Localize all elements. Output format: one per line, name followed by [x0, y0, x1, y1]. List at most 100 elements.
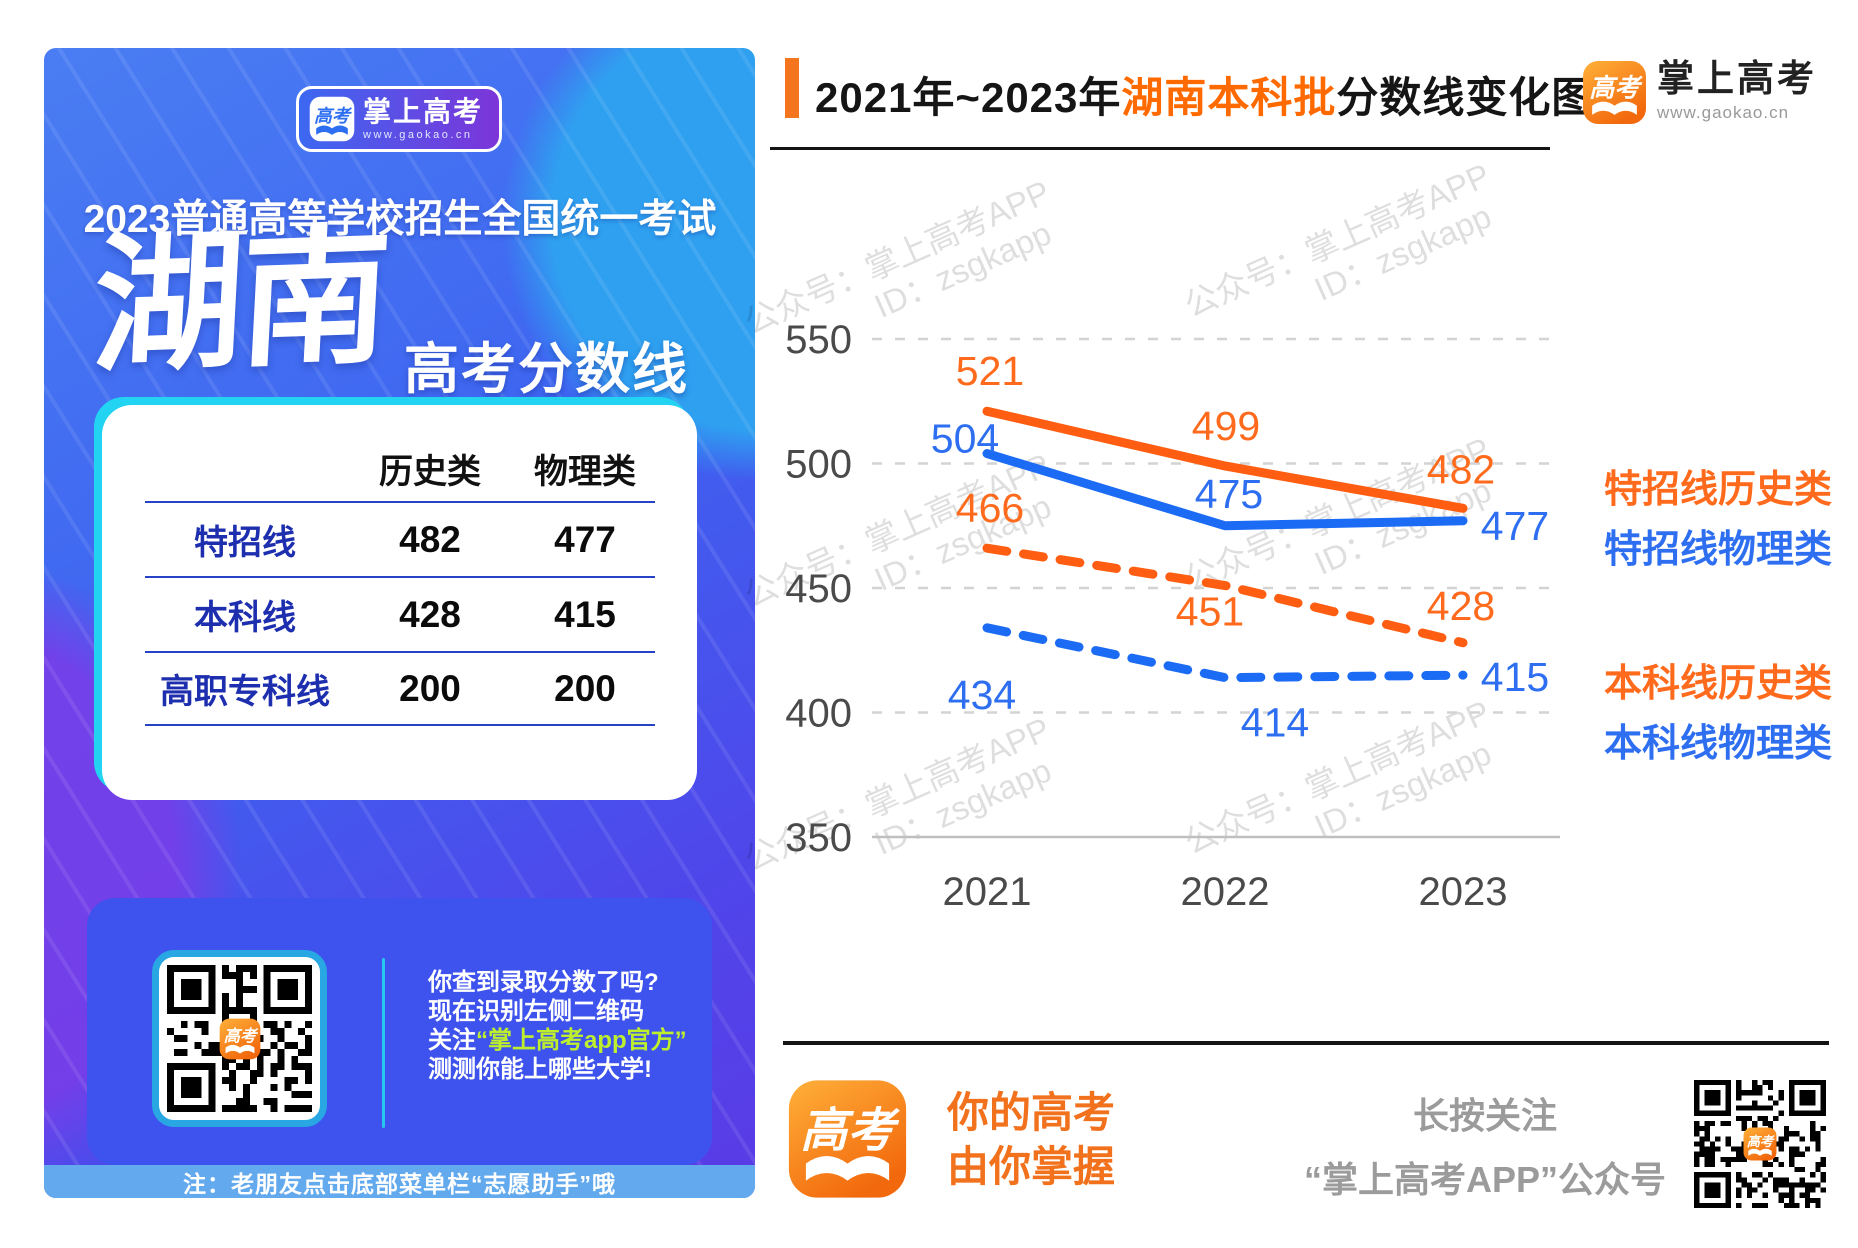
- svg-text:公众号：掌上高考APP: 公众号：掌上高考APP: [739, 446, 1056, 614]
- poster-heading: 2023普通高等学校招生全国统一考试: [83, 198, 717, 241]
- row-value-physics: 200: [554, 667, 616, 709]
- poster-panel: 高考 掌上高考 www.gaokao.cn 2023普通高等学校招生全国统一考试…: [44, 48, 755, 1198]
- svg-text:高考: 高考: [1589, 73, 1643, 103]
- data-point-label: 428: [1427, 583, 1495, 629]
- svg-text:高考: 高考: [314, 106, 352, 127]
- svg-text:ID：zsgkapp: ID：zsgkapp: [869, 214, 1057, 325]
- footer-separator-line: [783, 1041, 1829, 1045]
- chart-title-highlight: 湖南本科批: [1121, 74, 1337, 121]
- score-table: 历史类 物理类 特招线 482 477 本科线 428 415 高职专科线 20…: [145, 435, 655, 726]
- legend-tezhao-physics: 特招线物理类: [1604, 529, 1833, 571]
- score-table-card: 历史类 物理类 特招线 482 477 本科线 428 415 高职专科线 20…: [102, 405, 697, 800]
- data-point-label: 482: [1427, 446, 1495, 492]
- data-point-label: 414: [1241, 700, 1309, 746]
- data-point-label: 451: [1176, 589, 1244, 635]
- y-axis-tick: 450: [785, 567, 852, 611]
- qr-text-line: 关注“掌上高考app官方”: [428, 1027, 687, 1054]
- data-point-label: 521: [956, 348, 1024, 394]
- x-axis-label: 2022: [1181, 870, 1270, 914]
- data-point-label: 434: [948, 672, 1016, 718]
- svg-text:ID：zsgkapp: ID：zsgkapp: [1309, 734, 1497, 845]
- wechat-qr-code: 高考: [152, 950, 327, 1127]
- title-accent-bar: [785, 58, 799, 118]
- svg-text:ID：zsgkapp: ID：zsgkapp: [1309, 197, 1497, 308]
- svg-text:高考: 高考: [1747, 1134, 1775, 1150]
- gaokao-app-icon: 高考: [787, 1075, 908, 1203]
- y-axis-tick: 550: [785, 318, 852, 362]
- svg-text:公众号：掌上高考APP: 公众号：掌上高考APP: [1179, 693, 1496, 861]
- footer-qr-code: 高考: [1690, 1076, 1830, 1212]
- data-point-label: 475: [1195, 471, 1263, 517]
- app-badge: 高考 掌上高考 www.gaokao.cn: [296, 86, 502, 152]
- table-row: 特招线 482 477: [145, 501, 655, 576]
- qr-center-logo-icon: 高考: [1743, 1127, 1777, 1161]
- column-header-history: 历史类: [379, 452, 481, 491]
- qr-center-logo-icon: 高考: [219, 1018, 261, 1060]
- svg-text:ID：zsgkapp: ID：zsgkapp: [869, 751, 1057, 862]
- qr-text-line: 测测你能上哪些大学!: [428, 1056, 652, 1083]
- qr-promo-card: 高考 你查到录取分数了吗? 现在识别左侧二维码 关注“掌上高考app官方” 测测…: [87, 898, 712, 1165]
- data-point-label: 466: [956, 485, 1024, 531]
- logo-website: www.gaokao.cn: [1657, 103, 1790, 122]
- svg-text:公众号：掌上高考APP: 公众号：掌上高考APP: [1179, 156, 1496, 324]
- site-logo: 高考 掌上高考 www.gaokao.cn: [1582, 60, 1817, 125]
- data-point-label: 477: [1481, 503, 1549, 549]
- row-value-history: 200: [399, 667, 461, 709]
- svg-text:公众号：掌上高考APP: 公众号：掌上高考APP: [1179, 430, 1496, 598]
- legend-benke-history: 本科线历史类: [1604, 663, 1833, 705]
- title-separator-line: [770, 147, 1550, 150]
- row-value-physics: 415: [554, 593, 616, 635]
- x-axis-label: 2023: [1419, 870, 1508, 914]
- qr-text-line: 现在识别左侧二维码: [428, 998, 644, 1025]
- legend-tezhao-history: 特招线历史类: [1604, 469, 1833, 511]
- y-axis-tick: 350: [785, 816, 852, 860]
- table-row: 高职专科线 200 200: [145, 651, 655, 726]
- vertical-divider: [382, 958, 385, 1128]
- svg-text:高考: 高考: [223, 1026, 258, 1045]
- y-axis-tick: 400: [785, 692, 852, 736]
- province-name: 湖南: [89, 211, 391, 391]
- svg-text:ID：zsgkapp: ID：zsgkapp: [1309, 471, 1497, 582]
- svg-text:公众号：掌上高考APP: 公众号：掌上高考APP: [739, 710, 1056, 878]
- svg-text:ID：zsgkapp: ID：zsgkapp: [869, 487, 1057, 598]
- footer-follow-text: 长按关注 “掌上高考APP”公众号: [1303, 1095, 1667, 1200]
- qr-promo-text: 你查到录取分数了吗? 现在识别左侧二维码 关注“掌上高考app官方” 测测你能上…: [428, 968, 687, 1084]
- data-point-label: 415: [1481, 654, 1549, 700]
- svg-text:公众号：掌上高考APP: 公众号：掌上高考APP: [739, 173, 1056, 341]
- data-point-label: 504: [931, 416, 999, 462]
- row-label: 本科线: [194, 599, 296, 637]
- badge-app-name: 掌上高考: [363, 95, 484, 127]
- chart-title: 2021年~2023年湖南本科批分数线变化图: [815, 74, 1595, 121]
- y-axis-tick: 500: [785, 443, 852, 487]
- series-line: [982, 543, 1468, 648]
- badge-website: www.gaokao.cn: [363, 128, 473, 141]
- poster-subtitle: 高考分数线: [404, 338, 690, 400]
- row-value-physics: 477: [554, 518, 616, 560]
- table-row: 本科线 428 415: [145, 576, 655, 651]
- row-value-history: 482: [399, 518, 461, 560]
- svg-text:高考: 高考: [800, 1104, 900, 1159]
- series-line: [982, 449, 1468, 531]
- footer-slogan: 你的高考 由你掌握: [947, 1089, 1116, 1190]
- row-label: 特招线: [194, 524, 296, 562]
- x-axis-label: 2021: [943, 870, 1032, 914]
- series-line: [982, 623, 1468, 683]
- poster-footer-note: 注：老朋友点击底部菜单栏“志愿助手”哦: [44, 1165, 755, 1198]
- qr-text-line: 你查到录取分数了吗?: [428, 969, 659, 996]
- series-line: [982, 406, 1468, 513]
- row-label: 高职专科线: [160, 673, 330, 711]
- legend-benke-physics: 本科线物理类: [1604, 723, 1833, 765]
- data-point-label: 499: [1192, 403, 1260, 449]
- row-value-history: 428: [399, 593, 461, 635]
- highlighted-app-name: “掌上高考app官方”: [476, 1027, 687, 1054]
- gaokao-app-icon: 高考: [309, 96, 355, 142]
- logo-app-name: 掌上高考: [1657, 58, 1817, 99]
- score-table-header: 历史类 物理类: [145, 435, 655, 501]
- column-header-physics: 物理类: [534, 452, 636, 491]
